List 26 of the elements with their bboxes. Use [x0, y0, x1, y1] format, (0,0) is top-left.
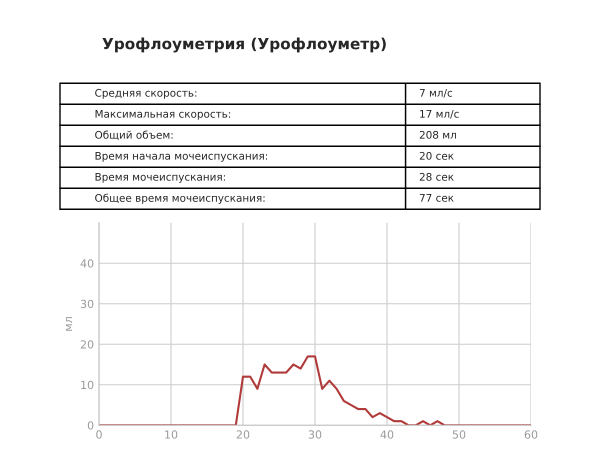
text: Время начала мочеиспускания:: [96, 152, 268, 162]
text: 17 мл/с: [420, 110, 459, 119]
y-tick-label: 20: [80, 340, 94, 349]
text: Максимальная скорость:: [96, 110, 230, 120]
text: Общее время мочеиспускания:: [95, 194, 265, 204]
text: Средняя скорость:: [95, 88, 196, 99]
text: Общий объем:: [95, 130, 173, 140]
y-tick-label: 40: [80, 259, 94, 268]
text: Время мочеиспускания:: [96, 173, 225, 183]
x-tick-label: 40: [380, 430, 394, 439]
text: 7 мл/с: [420, 89, 452, 98]
y-axis-title: мл: [66, 317, 72, 331]
y-tick-label: 30: [80, 300, 94, 308]
text: 28 сек: [420, 172, 454, 181]
y-tick-label: 10: [81, 380, 94, 390]
text: 77 сек: [420, 194, 454, 202]
chart-title: Урофлоуметрия (Урофлоуметр): [102, 38, 386, 52]
x-tick-label: 20: [236, 430, 250, 439]
x-tick-label: 30: [308, 430, 322, 439]
y-tick-label: 0: [88, 421, 94, 430]
x-tick-label: 10: [165, 430, 178, 439]
text: 20 сек: [420, 152, 454, 160]
text: 208 мл: [420, 130, 456, 139]
x-tick-label: 50: [452, 430, 466, 439]
x-tick-label: 60: [524, 430, 538, 439]
x-tick-label: 0: [96, 430, 102, 439]
